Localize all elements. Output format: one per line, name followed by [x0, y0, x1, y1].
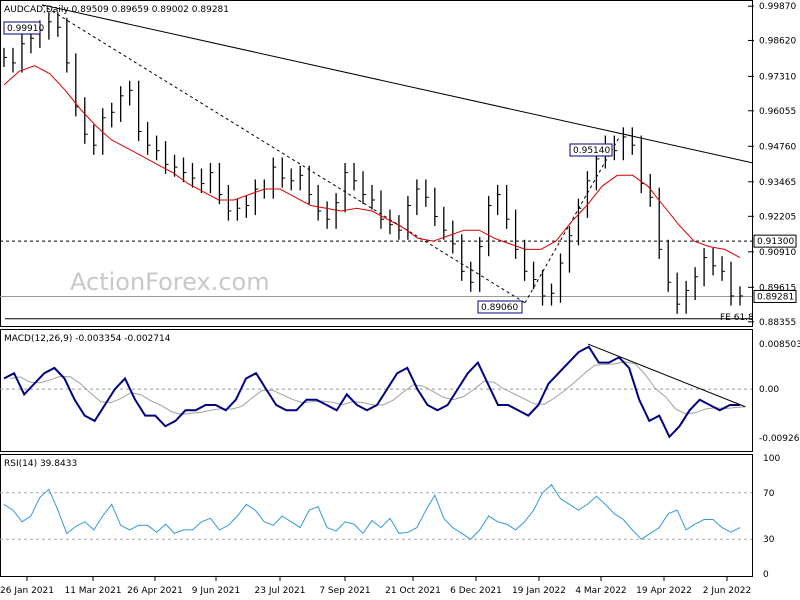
edge-label-box-0: [753, 234, 797, 248]
x-tick-label-8: 19 Jan 2022: [512, 586, 566, 596]
macd-tick-label-1: 0.00: [759, 385, 779, 395]
low-0.89060-label: 0.89060: [481, 303, 518, 313]
x-tick-label-2: 26 Apr 2021: [127, 586, 183, 596]
price-tick-label-7: 0.90910: [759, 248, 796, 258]
rsi-series-group: [0, 483, 752, 540]
macd-line: [3, 345, 740, 439]
rsi-panel: [0, 454, 753, 577]
price-tick-label-9: 0.88355: [759, 318, 796, 328]
ma-line: [3, 65, 741, 259]
high-0.99910-label: 0.99910: [7, 24, 44, 34]
edge-label-box-1: [753, 289, 797, 303]
x-tick-label-1: 11 Mar 2021: [64, 586, 121, 596]
x-tick-label-10: 19 Apr 2022: [636, 586, 692, 596]
price-tick-label-3: 0.96055: [759, 107, 796, 117]
price-tick-label-4: 0.94760: [759, 142, 796, 152]
x-tick-label-7: 6 Dec 2021: [450, 586, 502, 596]
edge-label-1: 0.89281: [757, 292, 794, 302]
x-tick-label-4: 23 Jul 2021: [255, 586, 306, 596]
fe-61.8-label: FE 61.8: [720, 313, 754, 323]
rsi-tick-label-3: 0: [763, 570, 769, 580]
watermark: ActionForex.com: [70, 268, 270, 296]
resistance-trendline: [41, 4, 753, 164]
peak-0.95140-label: 0.95140: [573, 146, 610, 156]
price-tick-label-8: 0.89615: [759, 283, 796, 293]
x-tick-label-11: 2 Jun 2022: [703, 586, 751, 596]
rsi-tick-label-1: 70: [763, 489, 775, 499]
macd-series-group: [0, 343, 752, 439]
rsi-tick-label-0: 100: [763, 454, 780, 464]
price-tick-label-1: 0.98620: [759, 36, 796, 46]
x-tick-label-9: 4 Mar 2022: [575, 586, 626, 596]
peak-0.95140-box: [569, 143, 613, 157]
x-tick-label-5: 7 Sep 2021: [319, 586, 370, 596]
x-tick-label-3: 9 Jun 2021: [192, 586, 240, 596]
rsi-line: [3, 483, 741, 540]
price-panel: [0, 0, 753, 327]
macd-panel: [0, 329, 753, 452]
symbol-header: AUDCAD,Daily 0.89509 0.89659 0.89002 0.8…: [4, 5, 229, 15]
price-tick-label-0: 0.99870: [759, 2, 796, 12]
rsi-title: RSI(14) 39.8433: [4, 459, 77, 469]
dashed-trendline: [41, 4, 526, 304]
macd-trendline: [587, 343, 746, 408]
price-tick-label-2: 0.97310: [759, 72, 796, 82]
price-series-group: 0.99910 0.95140 0.89060 FE 61.8: [0, 4, 754, 323]
low-0.89060-box: [477, 300, 523, 314]
edge-label-0: 0.91300: [757, 237, 794, 247]
macd-tick-label-0: 0.008503: [759, 340, 800, 350]
x-tick-label-0: 26 Jan 2021: [0, 586, 54, 596]
macd-title: MACD(12,26,9) -0.003354 -0.002714: [4, 334, 171, 344]
price-tick-label-5: 0.93465: [759, 178, 796, 188]
high-0.99910-box: [3, 21, 41, 35]
price-tick-label-6: 0.92205: [759, 212, 796, 222]
x-tick-label-6: 21 Oct 2021: [385, 586, 441, 596]
dashed-upleg: [524, 135, 621, 304]
rsi-tick-label-2: 30: [763, 535, 775, 545]
macd-tick-label-2: -0.009262: [759, 434, 800, 444]
